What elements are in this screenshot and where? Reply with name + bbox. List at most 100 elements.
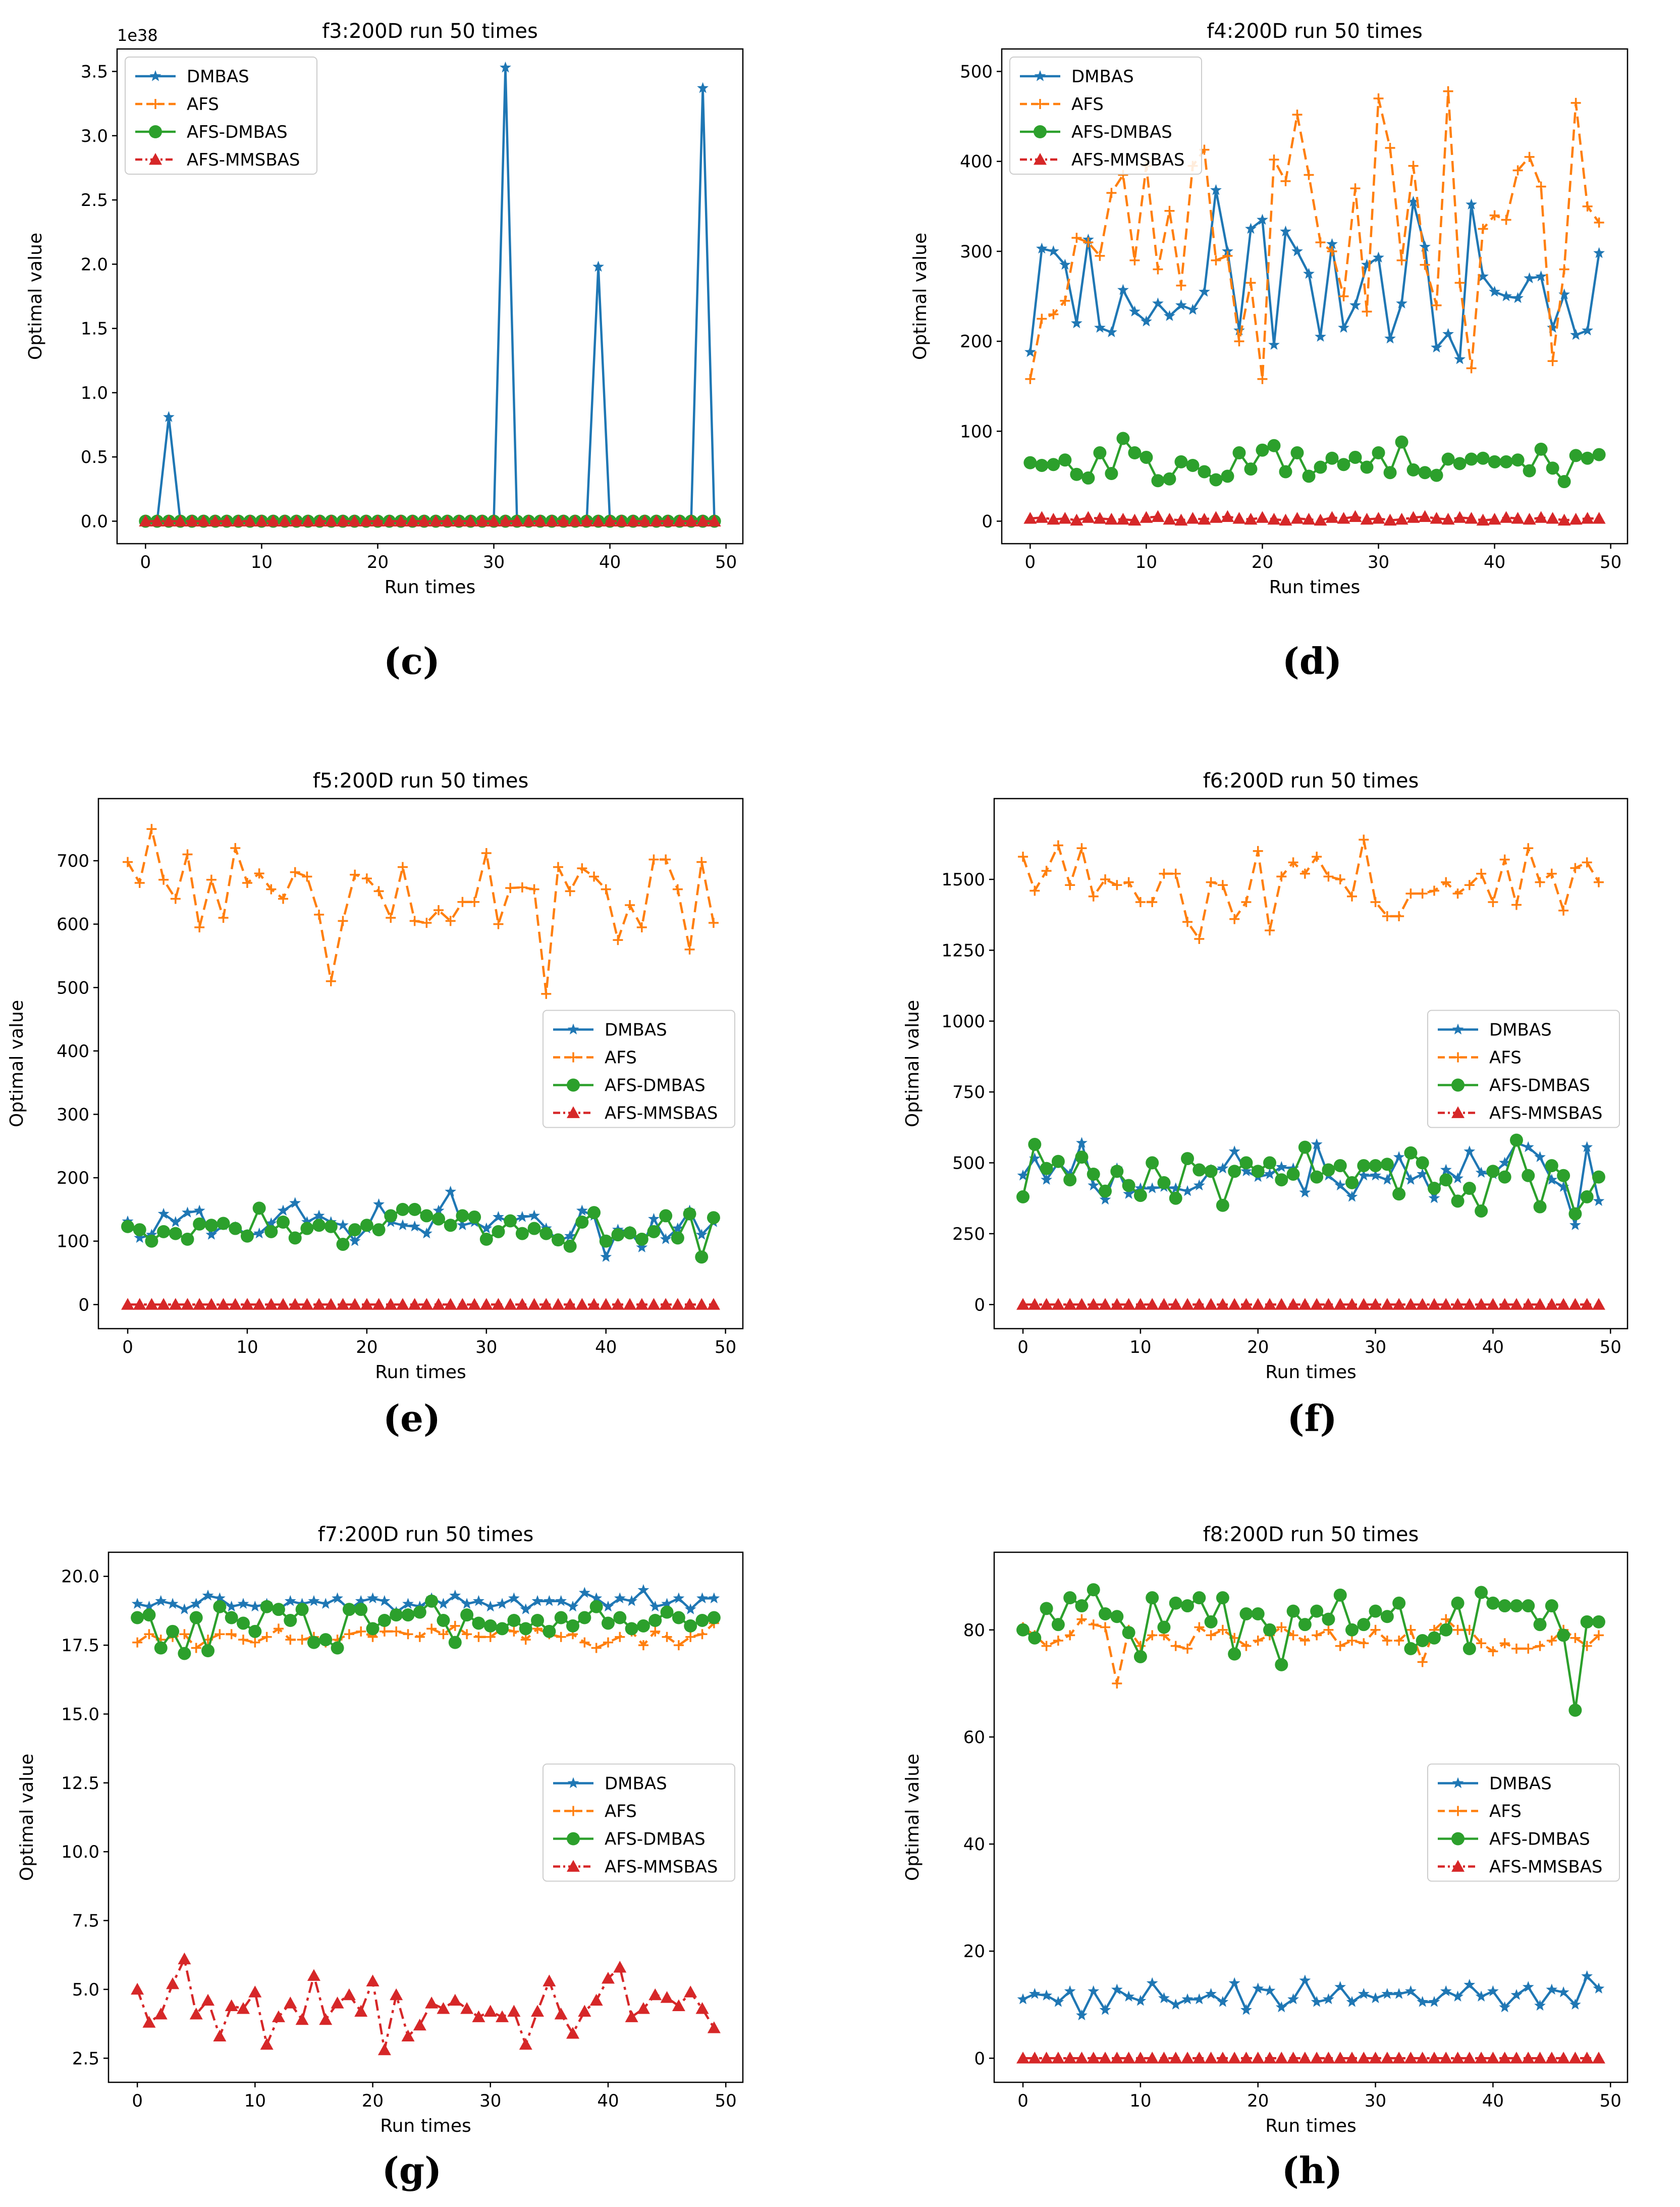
data-point	[372, 1223, 386, 1237]
data-point	[707, 2021, 721, 2033]
data-point	[1546, 1174, 1558, 1185]
data-point	[1348, 450, 1362, 464]
data-point	[1524, 151, 1535, 162]
data-point	[1373, 93, 1384, 103]
data-point	[264, 1225, 278, 1238]
y-tick-label: 0	[974, 1295, 985, 1315]
series-AFS-MMSBAS	[139, 514, 721, 527]
data-point	[1547, 356, 1558, 366]
data-point	[517, 882, 527, 892]
data-point	[1417, 1657, 1428, 1667]
data-point	[342, 1603, 356, 1616]
data-point	[367, 1592, 378, 1604]
data-point	[295, 2013, 309, 2025]
data-point	[1251, 1165, 1265, 1178]
data-point	[1466, 363, 1477, 374]
data-point	[1533, 2052, 1547, 2064]
data-point	[384, 1298, 398, 1310]
data-point	[707, 1211, 720, 1225]
y-tick-label: 1.0	[81, 383, 108, 403]
panel-caption: (e)	[383, 1397, 441, 1440]
data-point	[1063, 2052, 1077, 2064]
data-point	[1146, 1156, 1159, 1170]
data-point	[252, 1201, 266, 1215]
data-point	[1193, 2052, 1206, 2064]
data-point	[1186, 512, 1200, 524]
data-point	[409, 1220, 421, 1232]
x-tick-label: 10	[236, 1337, 258, 1357]
data-point	[1210, 184, 1222, 195]
data-point	[1257, 214, 1268, 225]
chart-title: f3:200D run 50 times	[322, 20, 538, 43]
data-point	[708, 918, 719, 928]
data-point	[589, 1993, 603, 2006]
x-tick-label: 50	[715, 1337, 736, 1357]
data-point	[1070, 513, 1083, 526]
data-point	[181, 1232, 194, 1246]
legend-label: AFS-DMBAS	[1489, 1076, 1590, 1096]
data-point	[1206, 1630, 1216, 1641]
data-point	[1546, 461, 1559, 475]
data-point	[1240, 1165, 1252, 1177]
data-point	[1439, 1173, 1453, 1187]
data-point	[519, 1622, 532, 1636]
legend-label: AFS-DMBAS	[1489, 1829, 1590, 1850]
data-point	[216, 1298, 230, 1310]
data-point	[1204, 1615, 1218, 1628]
data-point	[648, 1614, 662, 1627]
data-point	[1058, 512, 1072, 524]
data-point	[1509, 1298, 1523, 1310]
y-tick-label: 200	[960, 332, 993, 352]
data-point	[1442, 328, 1454, 339]
data-point	[1580, 2052, 1594, 2064]
data-point	[218, 913, 229, 923]
data-point	[260, 1600, 274, 1613]
x-tick-label: 20	[1252, 552, 1273, 572]
data-point	[475, 514, 489, 527]
series-AFS-MMSBAS	[131, 1952, 721, 2056]
data-point	[266, 514, 280, 527]
data-point	[448, 1993, 462, 2006]
y-tick-label: 500	[960, 62, 993, 82]
data-point	[397, 862, 408, 872]
data-point	[1323, 1993, 1334, 2005]
data-point	[1181, 1152, 1195, 1166]
data-point	[1333, 1588, 1347, 1602]
legend-label: AFS-DMBAS	[605, 1829, 706, 1850]
data-point	[1267, 439, 1281, 452]
data-point	[1157, 1620, 1171, 1634]
data-point	[601, 1616, 615, 1630]
data-point	[1216, 1591, 1229, 1605]
data-point	[1146, 1182, 1158, 1193]
data-point	[1147, 897, 1158, 907]
data-point	[408, 1298, 421, 1310]
data-point	[543, 1624, 556, 1638]
data-point	[273, 1623, 284, 1634]
data-point	[1176, 280, 1186, 291]
y-axis-label: Optimal value	[910, 233, 931, 360]
data-point	[556, 1632, 566, 1642]
data-point	[1123, 1188, 1134, 1199]
y-tick-label: 2.0	[81, 254, 108, 275]
data-point	[1081, 511, 1095, 523]
data-point	[1392, 1298, 1406, 1310]
y-tick-label: 2.5	[72, 2048, 99, 2069]
data-point	[568, 514, 582, 527]
legend: DMBAS AFS AFS-DMBAS AFS-MMSBAS	[1009, 57, 1202, 175]
data-point	[1477, 270, 1489, 282]
data-point	[1204, 1165, 1218, 1178]
data-point	[473, 1632, 484, 1642]
data-point	[1337, 458, 1350, 471]
data-point	[1170, 868, 1181, 879]
data-point	[1523, 464, 1536, 478]
data-point	[1170, 1641, 1181, 1651]
data-point	[1476, 868, 1487, 879]
x-tick-label: 40	[599, 552, 621, 572]
legend-marker	[1035, 99, 1045, 109]
data-point	[1211, 255, 1221, 266]
chart-title: f8:200D run 50 times	[1203, 1523, 1419, 1546]
data-point	[1170, 1182, 1182, 1193]
data-point	[531, 2005, 545, 2017]
data-point	[1559, 264, 1569, 275]
data-point	[169, 1298, 182, 1310]
